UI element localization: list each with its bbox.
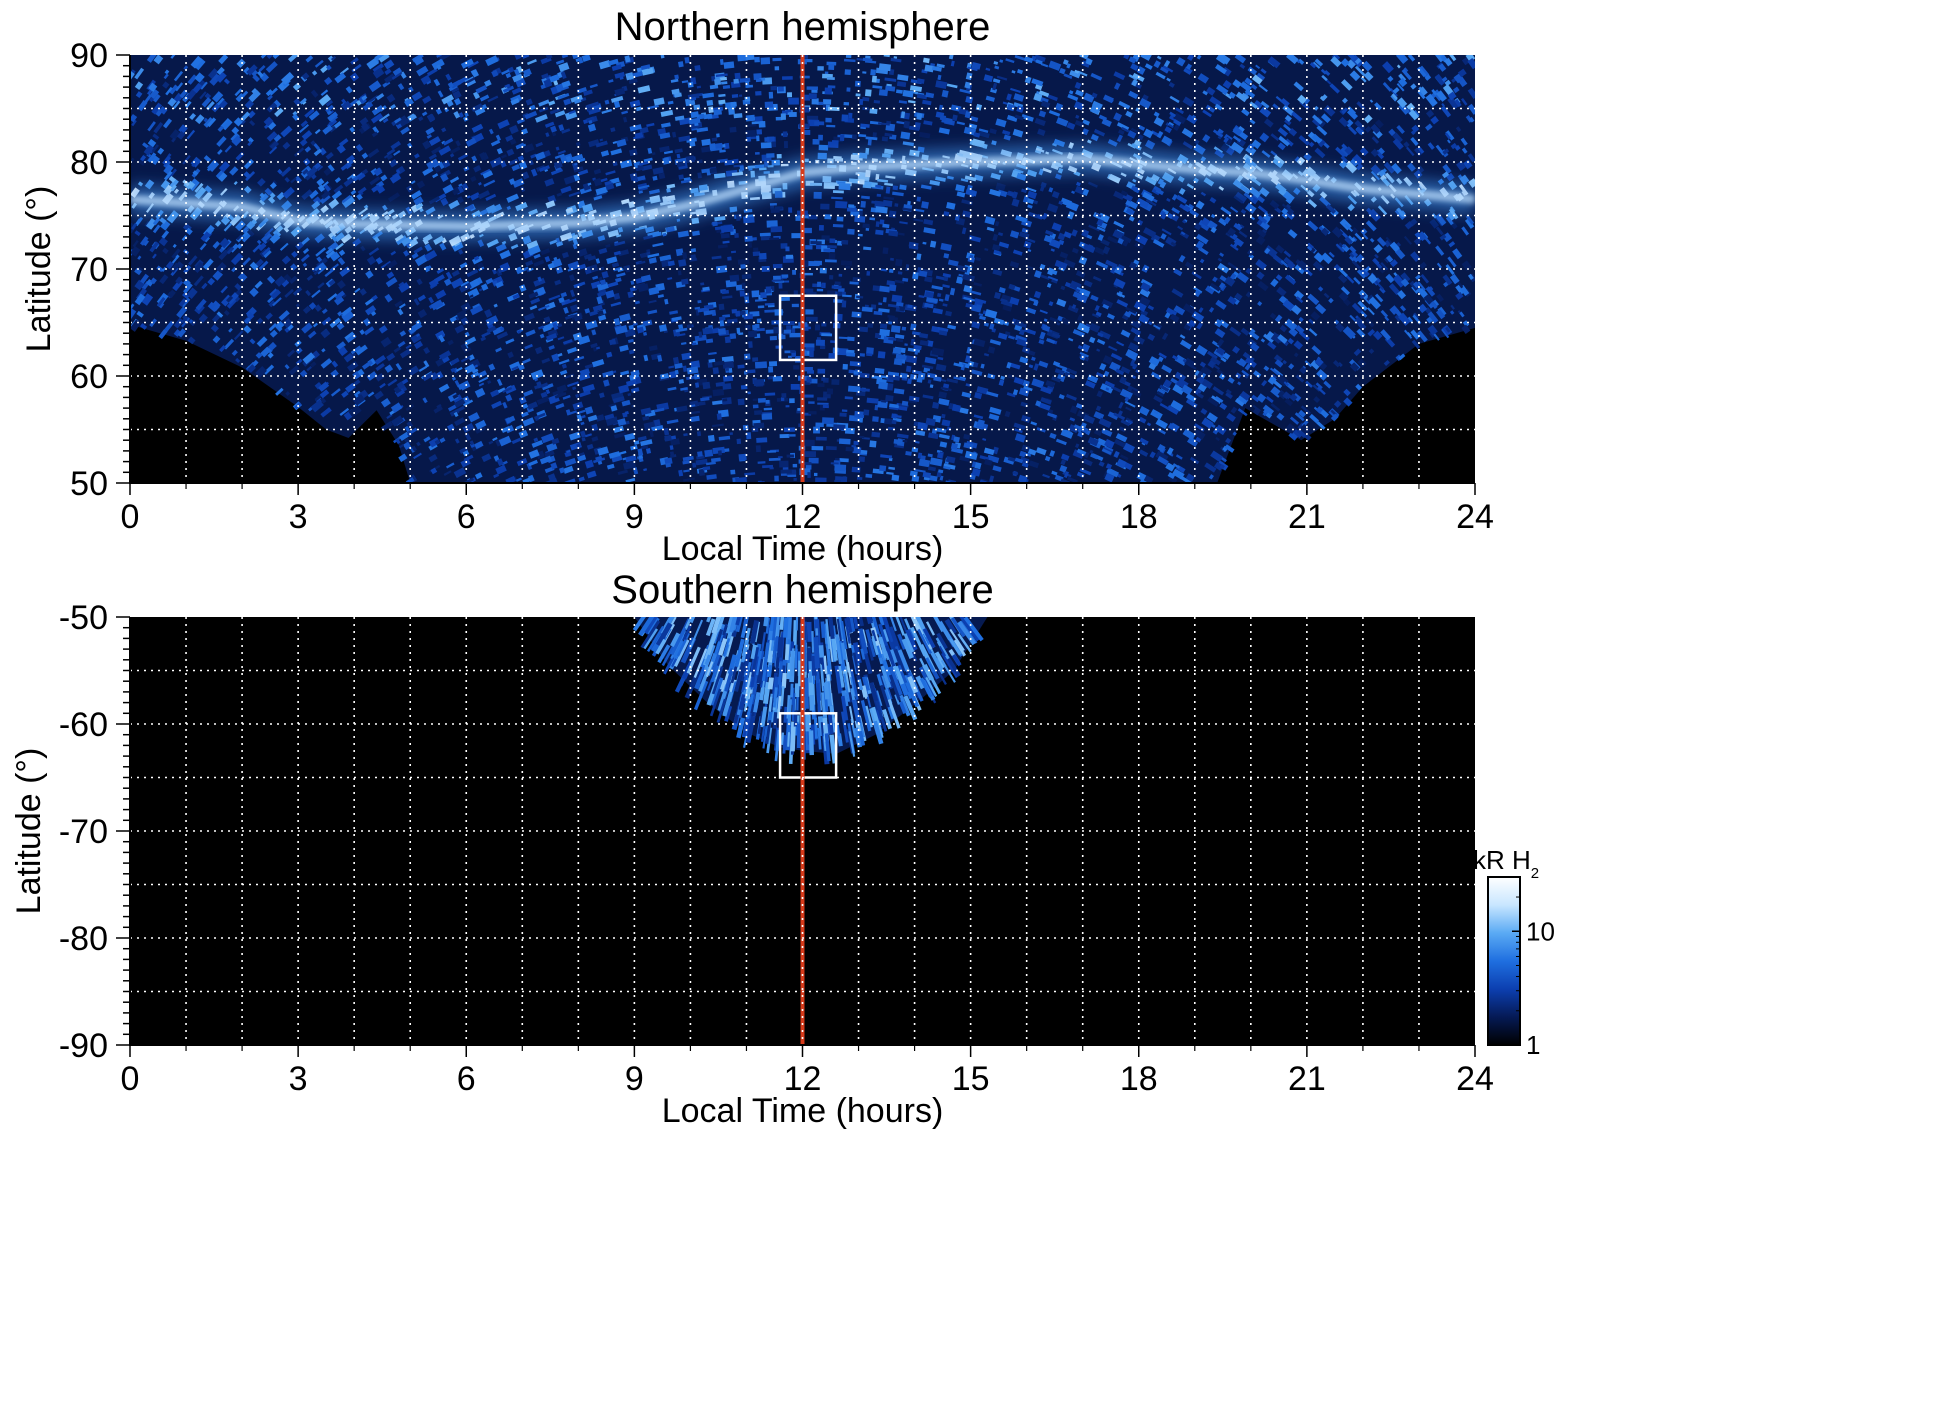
- x-tick-label: 24: [1456, 498, 1494, 536]
- y-tick-label: -80: [59, 920, 108, 958]
- y-tick-label: 90: [70, 37, 108, 75]
- grid-lines: [130, 617, 1475, 1045]
- x-tick-label: 15: [952, 1060, 990, 1098]
- x-tick-label: 15: [952, 498, 990, 536]
- x-tick-label: 12: [784, 498, 822, 536]
- colorbar-label: kR H2: [1473, 845, 1539, 882]
- y-tick-label: -60: [59, 706, 108, 744]
- colorbar-tick-label: 10: [1526, 916, 1555, 946]
- x-tick-label: 21: [1288, 498, 1326, 536]
- y-axis-label: Latitude (°): [20, 186, 58, 353]
- x-tick-label: 6: [457, 1060, 476, 1098]
- x-tick-label: 0: [121, 1060, 140, 1098]
- axes: 0 3 6 9 12 15 18 21 24 -50 -60 -70 -80 -90: [59, 599, 1494, 1098]
- x-tick-label: 12: [784, 1060, 822, 1098]
- heatmap-data: [632, 617, 988, 1045]
- colorbar-tick-label: 1: [1526, 1030, 1540, 1060]
- x-tick-label: 21: [1288, 1060, 1326, 1098]
- x-axis-label: Local Time (hours): [662, 1092, 944, 1130]
- heatmap-data: [130, 55, 1475, 483]
- main-oval: [130, 154, 1475, 231]
- x-tick-label: 9: [625, 498, 644, 536]
- x-axis-label: Local Time (hours): [662, 530, 944, 568]
- emission-cells: [130, 55, 1475, 483]
- x-tick-label: 6: [457, 498, 476, 536]
- chart-title: Northern hemisphere: [615, 5, 991, 49]
- axes: 0 3 6 9 12 15 18 21 24 50 60 70 80 90: [70, 37, 1494, 536]
- x-tick-label: 9: [625, 1060, 644, 1098]
- x-tick-label: 24: [1456, 1060, 1494, 1098]
- y-axis-label: Latitude (°): [10, 748, 48, 915]
- highlight-box: [778, 294, 838, 362]
- y-tick-label: -70: [59, 813, 108, 851]
- chart-title: Southern hemisphere: [611, 568, 993, 612]
- emission-cells: [632, 617, 984, 765]
- colorbar: kR H2 10 1: [1473, 845, 1555, 1060]
- northern-panel: Northern hemisphere 0 3 6 9 12 15 18 21 24 50 60 70…: [20, 5, 1494, 568]
- x-tick-label: 18: [1120, 1060, 1158, 1098]
- x-tick-label: 3: [289, 1060, 308, 1098]
- grid-lines: [130, 55, 1475, 483]
- colorbar-gradient: [1487, 876, 1521, 1046]
- southern-panel: Southern hemisphere 0 3 6 9 12 15 18 21 24 -50 -60…: [10, 568, 1494, 1130]
- x-tick-label: 3: [289, 498, 308, 536]
- y-tick-label: 80: [70, 144, 108, 182]
- x-tick-label: 0: [121, 498, 140, 536]
- y-tick-label: -50: [59, 599, 108, 637]
- y-tick-label: -90: [59, 1027, 108, 1065]
- y-tick-label: 60: [70, 358, 108, 396]
- y-tick-label: 50: [70, 465, 108, 503]
- x-tick-label: 18: [1120, 498, 1158, 536]
- highlight-box: [778, 712, 838, 779]
- y-tick-label: 70: [70, 251, 108, 289]
- colorbar-ticks: 10 1: [1512, 876, 1555, 1060]
